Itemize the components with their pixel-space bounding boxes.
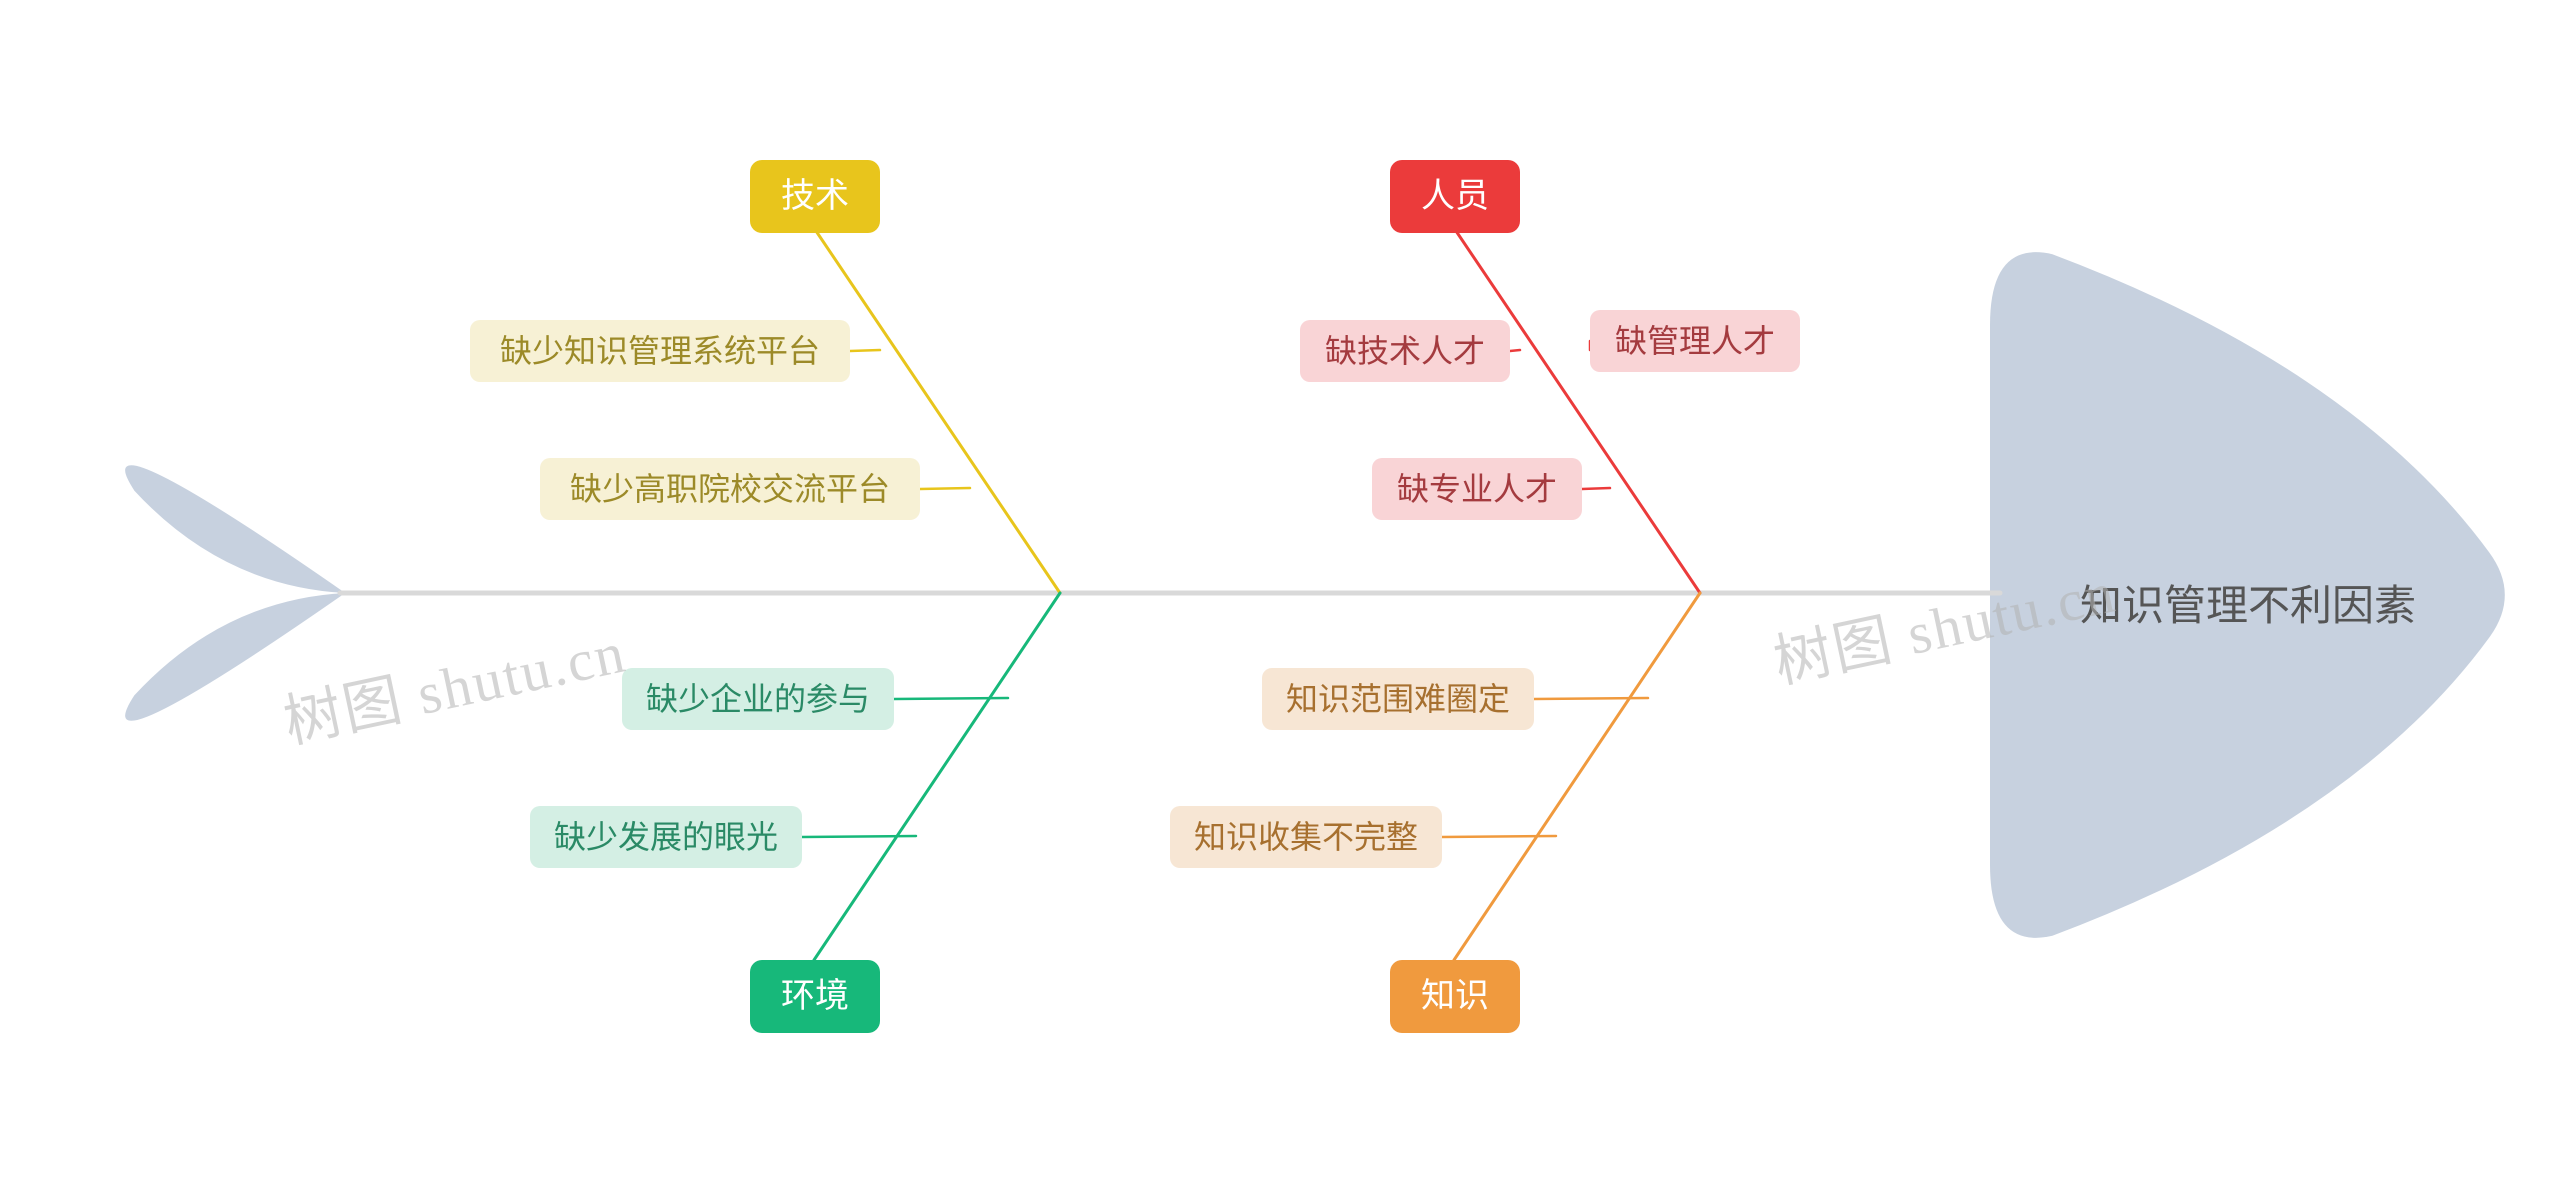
category-tech: 技术 — [750, 160, 880, 233]
category-knowledge: 知识 — [1390, 960, 1520, 1033]
category-env: 环境 — [750, 960, 880, 1033]
cause-people-0: 缺技术人才 — [1300, 320, 1510, 382]
cause-tech-1: 缺少高职院校交流平台 — [540, 458, 920, 520]
cause-knowledge-1: 知识收集不完整 — [1170, 806, 1442, 868]
cause-knowledge-0: 知识范围难圈定 — [1262, 668, 1534, 730]
cause-env-0: 缺少企业的参与 — [622, 668, 894, 730]
category-people: 人员 — [1390, 160, 1520, 233]
cause-people-2: 缺专业人才 — [1372, 458, 1582, 520]
fish-head-label: 知识管理不利因素 — [2080, 572, 2416, 633]
cause-env-1: 缺少发展的眼光 — [530, 806, 802, 868]
cause-tech-0: 缺少知识管理系统平台 — [470, 320, 850, 382]
cause-people-1: 缺管理人才 — [1590, 310, 1800, 372]
